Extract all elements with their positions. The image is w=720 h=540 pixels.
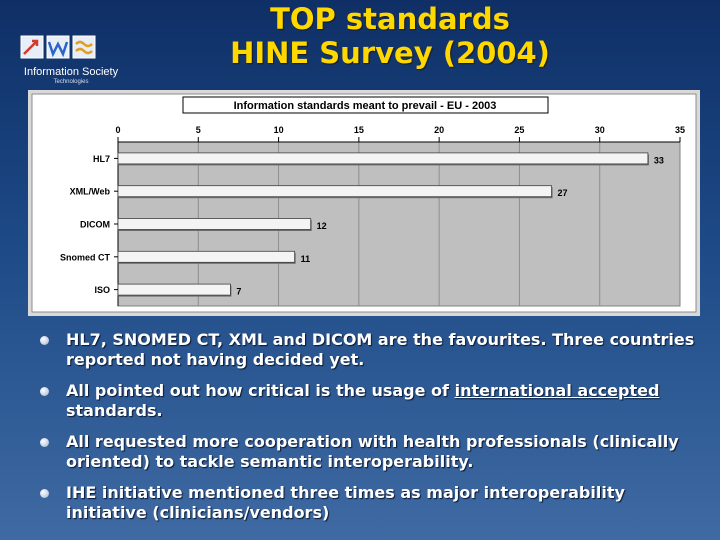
chart-container: Information standards meant to prevail -… [28, 90, 700, 316]
bullet-text: IHE initiative mentioned three times as … [66, 483, 625, 522]
data-label: 12 [317, 221, 327, 231]
data-label: 33 [654, 155, 664, 165]
category-label: DICOM [80, 220, 110, 230]
bullet-dot-icon [40, 387, 49, 396]
bullet-list: HL7, SNOMED CT, XML and DICOM are the fa… [38, 330, 708, 534]
logo-subtext: Technologies [53, 79, 89, 85]
ist-logo: Information Society Technologies [6, 32, 136, 94]
bullet-item: IHE initiative mentioned three times as … [38, 483, 708, 523]
x-tick-label: 30 [595, 125, 605, 135]
bar [117, 152, 649, 165]
bullet-text-underlined: international accepted [454, 381, 660, 400]
bar [117, 218, 312, 230]
data-label: 11 [301, 254, 311, 264]
ist-logo-icon [20, 35, 96, 59]
bullet-dot-icon [40, 489, 49, 498]
bullet-dot-icon [40, 336, 49, 345]
category-label: XML/Web [70, 187, 111, 197]
bullet-item: All pointed out how critical is the usag… [38, 381, 708, 421]
data-label: 27 [558, 188, 568, 198]
bullet-text: All pointed out how critical is the usag… [66, 381, 455, 400]
chart-title-box [182, 96, 549, 114]
slide-title: TOP standards HINE Survey (2004) [150, 2, 630, 70]
x-tick-label: 5 [196, 125, 201, 135]
bullet-item: All requested more cooperation with heal… [38, 432, 708, 472]
bullet-text: All requested more cooperation with heal… [66, 432, 679, 471]
logo-text: Information Society [23, 66, 119, 78]
bar [117, 250, 296, 263]
bullet-text: standards. [66, 401, 163, 420]
category-label: ISO [94, 285, 110, 295]
bar [117, 283, 231, 296]
x-tick-label: 15 [354, 125, 364, 135]
category-label: HL7 [93, 154, 110, 164]
category-label: Snomed CT [60, 252, 111, 262]
bullet-text: HL7, SNOMED CT, XML and DICOM are the fa… [66, 330, 695, 369]
x-tick-label: 10 [274, 125, 284, 135]
bar-chart: Information standards meant to prevail -… [31, 93, 697, 313]
title-line-2: HINE Survey (2004) [230, 36, 550, 70]
bar [117, 185, 552, 198]
chart-title: Information standards meant to prevail -… [234, 100, 497, 112]
data-label: 7 [236, 287, 241, 297]
bullet-dot-icon [40, 438, 49, 447]
x-tick-label: 0 [115, 125, 120, 135]
x-tick-label: 25 [514, 125, 524, 135]
bullet-item: HL7, SNOMED CT, XML and DICOM are the fa… [38, 330, 708, 370]
x-tick-label: 35 [675, 125, 685, 135]
title-line-1: TOP standards [270, 2, 510, 36]
x-tick-label: 20 [434, 125, 444, 135]
